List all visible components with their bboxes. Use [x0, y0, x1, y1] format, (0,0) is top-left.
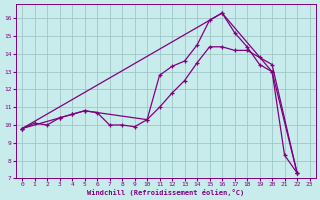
X-axis label: Windchill (Refroidissement éolien,°C): Windchill (Refroidissement éolien,°C) — [87, 189, 244, 196]
